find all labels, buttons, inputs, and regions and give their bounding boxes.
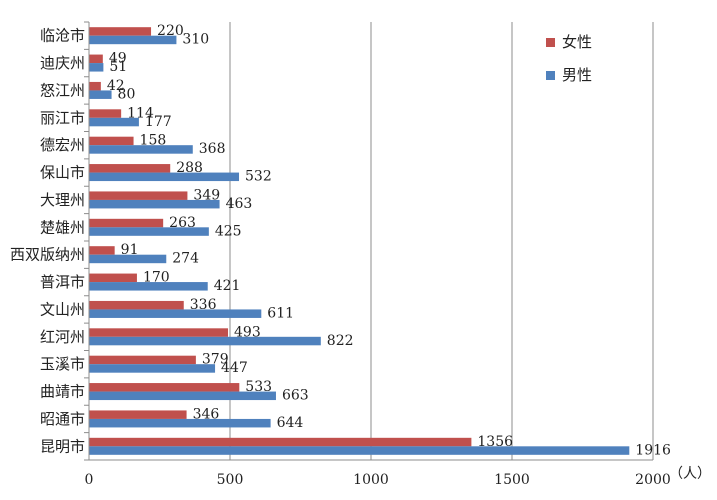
data-label-female: 346 <box>193 406 220 422</box>
data-label-male: 421 <box>214 278 241 294</box>
category-label: 迪庆州 <box>40 54 85 72</box>
bar-female <box>89 437 472 447</box>
data-label-male: 644 <box>277 415 304 431</box>
bar-male <box>89 63 104 72</box>
data-label-female: 42 <box>107 78 125 94</box>
data-label-male: 310 <box>182 32 209 48</box>
data-label-male: 1916 <box>635 442 671 458</box>
data-label-female: 336 <box>190 297 217 313</box>
data-label-female: 170 <box>143 270 170 286</box>
legend-label: 女性 <box>562 33 592 51</box>
data-label-male: 532 <box>245 169 272 185</box>
data-label-male: 447 <box>221 360 248 376</box>
data-label-male: 611 <box>267 305 294 321</box>
bar-male <box>89 117 139 127</box>
legend-swatch <box>546 38 555 47</box>
x-tick-label: 1000 <box>353 472 389 488</box>
bar-male <box>89 90 112 99</box>
bar-female <box>89 246 115 255</box>
bar-male <box>89 199 220 209</box>
category-label: 保山市 <box>40 164 85 182</box>
data-label-male: 80 <box>118 86 136 102</box>
category-label: 昭通市 <box>40 410 85 428</box>
data-label-male: 822 <box>327 333 354 349</box>
bar-male <box>89 282 208 291</box>
data-label-male: 663 <box>282 388 309 404</box>
bars <box>89 27 630 455</box>
category-label: 文山州 <box>40 300 85 318</box>
data-label-female: 379 <box>202 352 229 368</box>
category-label: 丽江市 <box>40 109 85 127</box>
category-label: 普洱市 <box>40 273 85 291</box>
bar-male <box>89 145 193 154</box>
x-axis-unit: （人） <box>669 466 711 482</box>
legend-label: 男性 <box>562 66 592 84</box>
x-tick-label: 2000 <box>635 472 671 488</box>
category-label: 楚雄州 <box>40 218 85 236</box>
bar-female <box>89 273 137 283</box>
data-label-female: 91 <box>121 242 139 258</box>
bar-female <box>89 355 196 365</box>
bar-female <box>89 164 171 173</box>
bar-female <box>89 81 101 91</box>
data-label-female: 1356 <box>477 434 513 450</box>
bar-male <box>89 309 262 318</box>
category-label: 大理州 <box>40 191 85 209</box>
bar-female <box>89 27 152 36</box>
data-label-female: 493 <box>234 324 261 340</box>
bar-male <box>89 391 276 401</box>
category-label: 曲靖市 <box>40 383 85 401</box>
data-label-male: 51 <box>109 59 127 75</box>
bar-male <box>89 418 271 428</box>
bar-female <box>89 410 187 419</box>
data-label-female: 349 <box>193 187 220 203</box>
bar-female <box>89 328 229 337</box>
data-label-male: 425 <box>215 223 242 239</box>
x-tick-label: 0 <box>85 472 94 488</box>
data-label-male: 177 <box>145 114 172 130</box>
category-label: 怒江州 <box>40 81 85 99</box>
category-label: 红河州 <box>40 328 85 346</box>
x-tick-label: 500 <box>217 472 244 488</box>
category-label: 昆明市 <box>40 437 85 455</box>
data-label-female: 288 <box>176 160 203 176</box>
category-label: 西双版纳州 <box>10 246 85 264</box>
data-label-male: 463 <box>226 196 253 212</box>
bar-female <box>89 54 103 64</box>
bar-female <box>89 383 240 392</box>
data-label-female: 158 <box>140 133 167 149</box>
data-label-female: 263 <box>169 215 196 231</box>
bar-male <box>89 172 240 182</box>
category-label: 德宏州 <box>40 136 85 154</box>
bar-female <box>89 191 188 200</box>
bar-male <box>89 364 216 373</box>
bar-male <box>89 35 177 45</box>
bar-male <box>89 336 321 346</box>
data-label-female: 49 <box>109 51 127 67</box>
data-label-female: 114 <box>127 105 154 121</box>
bar-female <box>89 109 122 118</box>
bar-male <box>89 254 167 264</box>
x-tick-label: 1500 <box>494 472 530 488</box>
bar-female <box>89 300 184 310</box>
bar-male <box>89 227 209 236</box>
legend-swatch <box>546 71 555 80</box>
bar-male <box>89 446 630 455</box>
data-label-male: 368 <box>199 141 226 157</box>
bar-female <box>89 136 134 146</box>
data-label-male: 274 <box>172 251 199 267</box>
data-label-female: 220 <box>157 23 184 39</box>
bar-female <box>89 218 164 228</box>
axes: （人） 0 500 1000 1500 2000 临沧市迪庆州怒江州丽江市德宏州保山市大理… <box>10 21 711 488</box>
data-label-female: 533 <box>245 379 272 395</box>
category-label: 玉溪市 <box>40 355 85 373</box>
category-label: 临沧市 <box>40 27 85 45</box>
